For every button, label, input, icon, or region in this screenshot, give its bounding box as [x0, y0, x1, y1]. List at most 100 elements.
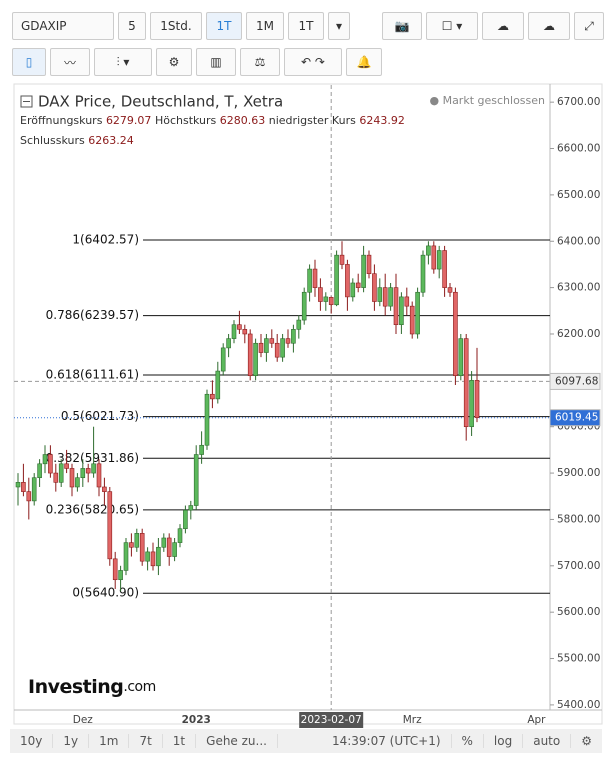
candle-body [377, 287, 383, 302]
option[interactable]: log [484, 734, 524, 748]
candle-body [53, 472, 59, 483]
fib-label: 0(5640.90) [72, 586, 139, 600]
candle-body [420, 254, 426, 293]
label: niedrigster Kurs [269, 114, 356, 127]
option[interactable]: % [452, 734, 484, 748]
candle-body [274, 342, 280, 358]
candle-body [21, 482, 26, 492]
y-tick-label: 6400.00 [557, 235, 600, 247]
fib-label: 0.382(5931.86) [46, 451, 139, 465]
interval[interactable]: 5 [118, 12, 146, 40]
settings[interactable]: ⚙ [581, 734, 592, 748]
candles[interactable]: ▯ [12, 48, 46, 76]
candle-body [172, 542, 177, 557]
cloud-down[interactable]: ☁ [482, 12, 524, 40]
value: 6280.63 [220, 114, 266, 127]
range[interactable]: 1T [288, 12, 324, 40]
fib-label: 0.618(6111.61) [46, 367, 139, 381]
y-tick-label: 5600.00 [557, 606, 600, 618]
x-tick-label: Mrz [403, 714, 422, 726]
line-tool[interactable]: 〰 [50, 48, 90, 76]
interval[interactable]: 1T [206, 12, 242, 40]
interval[interactable]: 1M [246, 12, 284, 40]
candle-body [258, 342, 264, 353]
candle-body [415, 291, 420, 335]
alert[interactable]: 🔔 [346, 48, 382, 76]
candle-body [393, 287, 399, 326]
dropdown[interactable]: ▾ [328, 12, 350, 40]
x-tick-label: Apr [527, 714, 546, 726]
candle-body [118, 570, 123, 581]
goto[interactable]: Gehe zu... [196, 734, 278, 748]
candle-body [85, 468, 91, 474]
candle-body [361, 254, 366, 288]
settings[interactable]: ⚙ [156, 48, 192, 76]
x-tick-label: Dez [73, 714, 94, 726]
candle-body [150, 551, 156, 567]
chart-frame [13, 83, 603, 725]
compare[interactable]: ⚖ [240, 48, 280, 76]
cloud-up[interactable]: ☁ [528, 12, 570, 40]
x-tick-label: 2023-02-07 [301, 714, 362, 726]
camera[interactable]: 📷 [382, 12, 422, 40]
color[interactable]: ☐ ▾ [426, 12, 478, 40]
candle-body [442, 250, 447, 288]
value: 6243.92 [359, 114, 405, 127]
candle-body [388, 287, 393, 307]
candle-body [355, 282, 361, 288]
value: 6279.07 [106, 114, 152, 127]
range[interactable]: 1m [89, 734, 130, 748]
candle-body [31, 477, 37, 502]
candle-body [458, 338, 464, 377]
candle-body [226, 338, 231, 349]
top-toolbar: GDAXIP 5 1Std. 1T 1M 1T ▾ 📷 ☐ ▾ ☁ ☁ ⤢ [12, 12, 604, 40]
price-tag-label: 6019.45 [555, 412, 598, 424]
candle-body [291, 329, 296, 344]
tool-toolbar: ▯ 〰 ⫶ ▾ ⚙ ▥ ⚖ ↶ ↷ 🔔 [12, 48, 382, 76]
status-text: Markt geschlossen [443, 94, 545, 107]
y-tick-label: 6500.00 [557, 189, 600, 201]
label: Eröffnungskurs [20, 114, 103, 127]
fib-label: 0.5(6021.73) [61, 409, 139, 423]
range[interactable]: 1y [53, 734, 90, 748]
candle-body [409, 305, 415, 335]
candle-body [399, 296, 404, 326]
candle-body [345, 264, 350, 298]
candle-body [247, 333, 253, 377]
candle-body [463, 338, 469, 428]
indicator[interactable]: ⫶ ▾ [94, 48, 152, 76]
studies[interactable]: ▥ [196, 48, 236, 76]
candle-body [307, 268, 312, 293]
candle-body [166, 537, 172, 557]
range[interactable]: 1t [163, 734, 197, 748]
close-legend: Schlusskurs 6263.24 [20, 134, 134, 147]
range[interactable]: 7t [129, 734, 163, 748]
fib-label: 1(6402.57) [72, 233, 139, 247]
symbol[interactable]: GDAXIP [12, 12, 114, 40]
candle-body [350, 282, 356, 298]
interval[interactable]: 1Std. [150, 12, 202, 40]
undo-redo[interactable]: ↶ ↷ [284, 48, 342, 76]
range[interactable]: 10y [10, 734, 54, 748]
candle-body [64, 463, 69, 469]
value: 6263.24 [88, 134, 134, 147]
candle-body [210, 393, 215, 400]
candle-body [139, 533, 145, 562]
candle-body [37, 463, 42, 479]
candle-body [80, 468, 86, 479]
candle-body [161, 537, 167, 548]
candle-body [58, 463, 64, 483]
collapse-icon[interactable] [20, 95, 33, 108]
x-tick-label: 2023 [182, 714, 211, 726]
fib-label: 0.786(6239.57) [46, 308, 139, 322]
candle-body [188, 505, 194, 511]
fullscreen[interactable]: ⤢ [574, 12, 604, 40]
candle-body [280, 338, 285, 358]
candle-body [129, 542, 134, 548]
candle-body [237, 324, 242, 330]
candle-body [177, 528, 183, 543]
candle-body [253, 342, 258, 377]
option[interactable]: auto [523, 734, 572, 748]
